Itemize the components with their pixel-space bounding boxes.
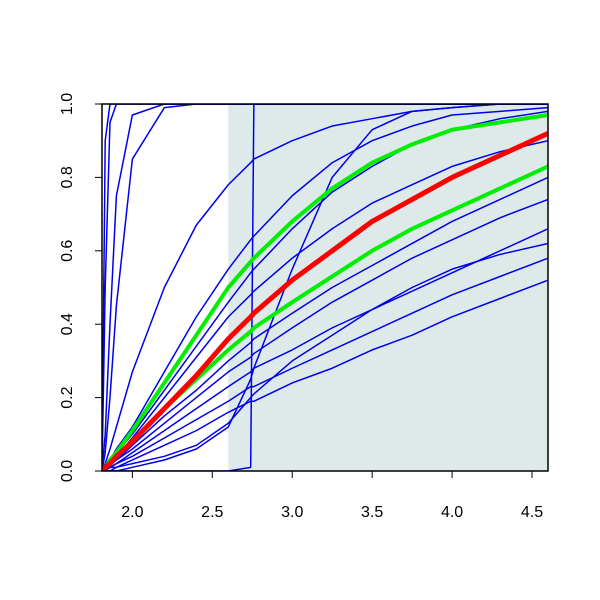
series-line xyxy=(102,257,548,471)
series-line xyxy=(102,279,548,471)
x-tick-label: 3.5 xyxy=(361,504,383,521)
y-tick-label: 1.0 xyxy=(59,93,76,115)
x-tick-label: 2.5 xyxy=(201,504,223,521)
series-line xyxy=(102,104,548,471)
series-line xyxy=(102,104,548,471)
series-line xyxy=(102,104,548,471)
x-tick-label: 3.0 xyxy=(281,504,303,521)
x-tick-label: 2.0 xyxy=(121,504,143,521)
plot-area xyxy=(102,104,548,471)
series-line xyxy=(102,131,548,471)
y-tick-label: 0.2 xyxy=(59,386,76,408)
y-tick-label: 0.4 xyxy=(59,313,76,335)
series-line xyxy=(102,104,548,471)
y-tick-label: 0.6 xyxy=(59,240,76,262)
y-tick-label: 0.0 xyxy=(59,460,76,482)
series-line xyxy=(102,104,548,471)
shaded-region xyxy=(228,104,548,471)
y-tick-label: 0.8 xyxy=(59,166,76,188)
plot-frame xyxy=(101,103,549,472)
x-tick-label: 4.0 xyxy=(441,504,463,521)
x-tick-label: 4.5 xyxy=(521,504,543,521)
series-line xyxy=(102,242,548,471)
